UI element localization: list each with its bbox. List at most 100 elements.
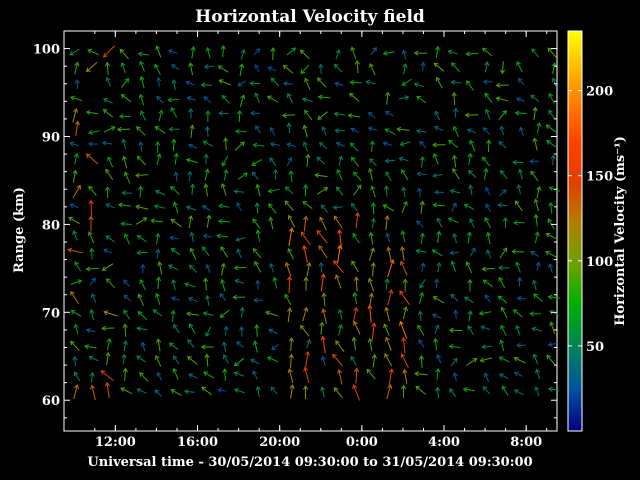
velocity-arrow — [482, 279, 494, 288]
velocity-arrow — [518, 168, 523, 180]
velocity-arrow — [137, 293, 144, 306]
velocity-arrow — [478, 310, 492, 316]
velocity-arrow — [204, 353, 210, 367]
velocity-arrow — [73, 152, 79, 165]
velocity-arrow — [500, 306, 508, 319]
velocity-arrow — [467, 278, 473, 292]
velocity-arrow — [368, 231, 374, 245]
velocity-arrow — [101, 325, 115, 331]
velocity-arrow — [399, 141, 411, 147]
velocity-arrow — [220, 262, 226, 276]
velocity-arrow — [469, 218, 475, 229]
velocity-arrow — [483, 167, 489, 180]
velocity-arrow — [498, 373, 509, 379]
velocity-arrow — [413, 50, 428, 56]
velocity-arrow — [450, 79, 462, 85]
velocity-arrow — [433, 337, 439, 351]
velocity-arrow — [483, 372, 490, 382]
velocity-arrow — [531, 326, 542, 332]
velocity-arrow — [419, 278, 426, 289]
velocity-arrow — [531, 48, 539, 58]
velocity-arrow — [218, 79, 231, 86]
velocity-arrow — [516, 276, 523, 287]
velocity-arrow — [168, 49, 178, 54]
velocity-arrow — [484, 217, 492, 229]
velocity-arrow — [419, 140, 427, 149]
velocity-arrow — [120, 221, 132, 227]
velocity-arrow — [452, 233, 458, 244]
velocity-arrow — [69, 48, 80, 56]
velocity-arrow — [420, 262, 426, 273]
velocity-arrow — [105, 235, 115, 243]
velocity-arrow — [321, 126, 327, 136]
velocity-arrow — [447, 49, 458, 55]
velocity-arrow — [87, 48, 100, 56]
velocity-arrow — [349, 92, 360, 102]
velocity-arrow — [464, 296, 474, 303]
velocity-arrow — [353, 184, 362, 196]
velocity-arrow — [152, 309, 163, 317]
velocity-arrow — [318, 142, 328, 150]
velocity-arrow — [368, 292, 374, 308]
velocity-arrow — [220, 44, 226, 58]
velocity-arrow — [88, 355, 99, 362]
velocity-arrow — [353, 171, 362, 181]
velocity-arrow — [337, 229, 343, 248]
velocity-arrow — [434, 278, 440, 288]
velocity-arrow — [519, 126, 524, 136]
velocity-arrow — [370, 217, 376, 229]
velocity-arrow — [419, 200, 425, 214]
velocity-arrow — [467, 310, 473, 322]
velocity-arrow — [530, 170, 539, 182]
velocity-arrow — [85, 153, 99, 165]
velocity-arrow — [433, 125, 444, 132]
velocity-arrow — [270, 386, 278, 395]
velocity-arrow — [253, 48, 261, 56]
velocity-arrow — [432, 142, 446, 148]
velocity-arrow — [239, 326, 245, 337]
velocity-arrow — [155, 276, 162, 289]
velocity-arrow — [354, 367, 360, 384]
velocity-arrow — [223, 137, 229, 151]
velocity-arrow — [530, 94, 540, 102]
velocity-arrow — [370, 202, 376, 215]
velocity-arrow — [234, 388, 245, 394]
velocity-arrow — [465, 51, 479, 57]
velocity-arrow — [118, 202, 131, 208]
velocity-arrow — [88, 129, 100, 135]
velocity-arrow — [545, 250, 557, 258]
velocity-arrow — [235, 236, 246, 242]
velocity-arrow — [188, 107, 194, 119]
velocity-arrow — [266, 95, 279, 103]
velocity-arrow — [171, 296, 181, 302]
velocity-arrow — [203, 371, 215, 379]
velocity-arrow — [351, 336, 357, 351]
velocity-arrow — [303, 215, 309, 232]
velocity-arrow — [69, 141, 79, 147]
velocity-arrow — [532, 137, 538, 151]
velocity-arrow — [203, 153, 209, 165]
velocity-arrow — [252, 218, 261, 229]
velocity-arrow — [370, 185, 376, 198]
velocity-arrow — [479, 357, 493, 363]
velocity-arrow — [190, 46, 196, 59]
velocity-arrow — [498, 141, 507, 149]
velocity-arrow — [72, 184, 81, 199]
velocity-arrow — [534, 231, 540, 244]
velocity-arrow — [156, 153, 162, 165]
velocity-arrow — [269, 262, 275, 273]
velocity-arrow — [138, 93, 145, 106]
velocity-arrow — [189, 183, 196, 195]
velocity-arrow — [139, 278, 146, 290]
velocity-arrow — [419, 232, 425, 245]
velocity-arrow — [74, 120, 80, 136]
velocity-arrow — [236, 341, 244, 349]
velocity-arrow — [221, 155, 229, 167]
velocity-arrow — [367, 304, 373, 323]
velocity-arrow — [304, 109, 313, 121]
velocity-arrow — [122, 367, 128, 381]
velocity-arrow — [384, 215, 390, 231]
velocity-arrow — [171, 279, 177, 290]
velocity-arrow — [350, 355, 357, 366]
velocity-arrow — [254, 202, 260, 214]
